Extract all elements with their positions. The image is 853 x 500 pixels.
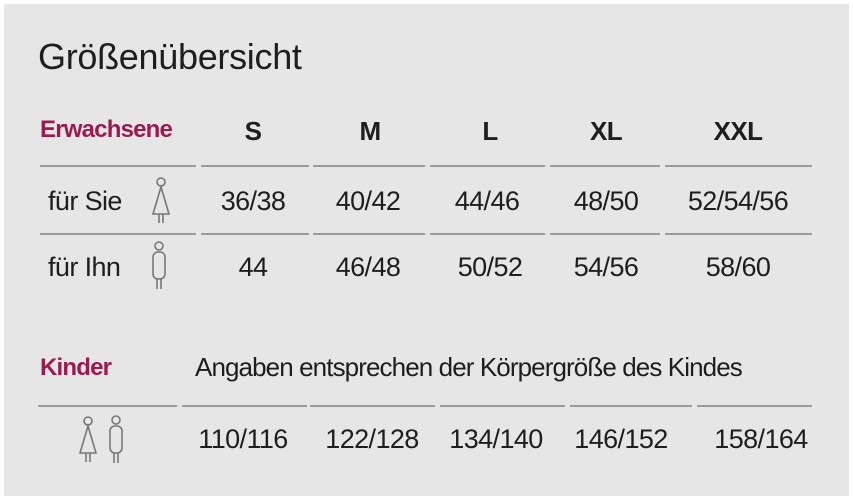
- divider: [40, 233, 196, 235]
- divider: [40, 165, 196, 167]
- divider: [310, 405, 435, 407]
- size-chart-panel: [4, 4, 849, 496]
- cell: 58/60: [705, 252, 771, 282]
- cell: 110/116: [198, 424, 288, 454]
- divider: [313, 165, 425, 167]
- cell: 54/56: [573, 252, 639, 282]
- divider: [570, 405, 692, 407]
- divider: [430, 165, 545, 167]
- divider: [38, 405, 177, 407]
- cell: 40/42: [335, 186, 401, 216]
- female-figure-icon: [78, 416, 98, 462]
- cell: 44/46: [454, 186, 520, 216]
- children-note: Angaben entsprechen der Körpergröße des …: [195, 352, 743, 382]
- cell: 36/38: [220, 186, 286, 216]
- male-figure-icon: [109, 415, 123, 463]
- divider: [201, 165, 309, 167]
- cell: 158/164: [714, 424, 808, 454]
- divider: [697, 405, 812, 407]
- size-header-xl: XL: [589, 116, 623, 146]
- children-label: Kinder: [40, 354, 112, 381]
- divider: [313, 233, 425, 235]
- divider: [201, 233, 309, 235]
- divider: [550, 233, 660, 235]
- adults-label: Erwachsene: [40, 116, 173, 143]
- row-label-women: für Sie: [48, 186, 122, 216]
- divider: [665, 233, 812, 235]
- divider: [550, 165, 660, 167]
- divider: [440, 405, 565, 407]
- cell: 122/128: [325, 424, 419, 454]
- cell: 44: [238, 252, 268, 282]
- size-header-l: L: [482, 116, 498, 146]
- size-header-m: M: [359, 116, 381, 146]
- size-header-s: S: [244, 116, 262, 146]
- page-title: Größenübersicht: [38, 36, 302, 77]
- cell: 52/54/56: [687, 186, 789, 216]
- cell: 46/48: [335, 252, 401, 282]
- size-header-xxl: XXL: [713, 116, 763, 146]
- cell: 134/140: [449, 424, 543, 454]
- cell: 50/52: [457, 252, 523, 282]
- divider: [665, 165, 812, 167]
- female-figure-icon: [151, 177, 171, 223]
- divider: [430, 233, 545, 235]
- cell: 146/152: [574, 424, 668, 454]
- divider: [182, 405, 307, 407]
- male-figure-icon: [152, 241, 166, 289]
- cell: 48/50: [573, 186, 639, 216]
- row-label-men: für Ihn: [48, 252, 121, 282]
